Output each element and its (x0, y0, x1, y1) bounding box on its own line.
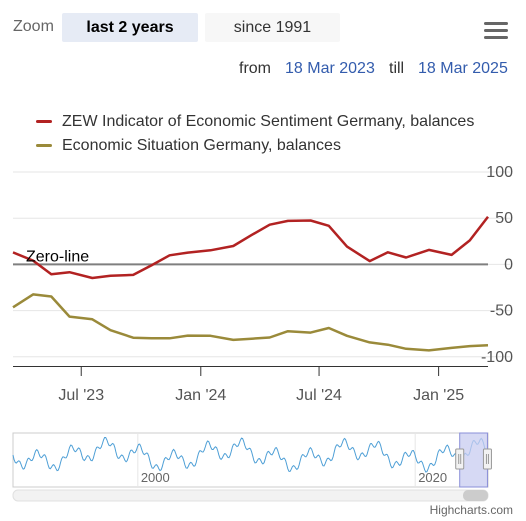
navigator-tick-label: 2000 (141, 470, 170, 485)
legend-swatch-situation (36, 144, 52, 148)
y-tick-label: 100 (486, 164, 513, 181)
zoom-since-1991-button[interactable]: since 1991 (205, 13, 340, 42)
y-tick-label: 50 (495, 210, 513, 227)
range-till-label: till (389, 60, 405, 77)
range-from-label: from (239, 60, 271, 77)
sentiment-series-line (12, 215, 489, 280)
legend-item-sentiment[interactable]: ZEW Indicator of Economic Sentiment Germ… (36, 113, 474, 131)
x-tick-label: Jul '23 (58, 387, 104, 404)
range-from-input[interactable]: 18 Mar 2023 (285, 60, 375, 77)
hamburger-menu-icon[interactable] (484, 22, 508, 42)
range-till-input[interactable]: 18 Mar 2025 (418, 60, 508, 77)
credits-link[interactable]: Highcharts.com (429, 503, 513, 517)
x-tick-label: Jan '25 (413, 387, 464, 404)
y-tick-label: -100 (481, 349, 513, 366)
y-tick-label: 0 (504, 256, 513, 273)
zoom-label: Zoom (13, 18, 54, 35)
navigator-series-line (12, 437, 489, 473)
y-tick-label: -50 (490, 303, 513, 320)
navigator-selection-mask (459, 432, 488, 488)
navigator-left-handle[interactable] (455, 448, 465, 470)
handle-body (482, 448, 492, 470)
zero-line-label: Zero-line (26, 248, 89, 265)
legend-label-sentiment: ZEW Indicator of Economic Sentiment Germ… (62, 113, 475, 130)
handle-body (455, 448, 465, 470)
situation-series-line (12, 293, 489, 352)
navigator-tick-label: 2020 (418, 470, 447, 485)
scrollbar-track (12, 489, 489, 502)
x-tick-label: Jan '24 (175, 387, 226, 404)
legend-swatch-sentiment (36, 120, 52, 124)
zoom-last-2-years-button[interactable]: last 2 years (62, 13, 198, 42)
scrollbar-thumb[interactable] (463, 490, 488, 501)
navigator-frame (12, 432, 489, 488)
navigator-right-handle[interactable] (482, 448, 492, 470)
legend-label-situation: Economic Situation Germany, balances (62, 137, 341, 154)
x-tick-label: Jul '24 (296, 387, 342, 404)
legend-item-situation[interactable]: Economic Situation Germany, balances (36, 137, 341, 155)
